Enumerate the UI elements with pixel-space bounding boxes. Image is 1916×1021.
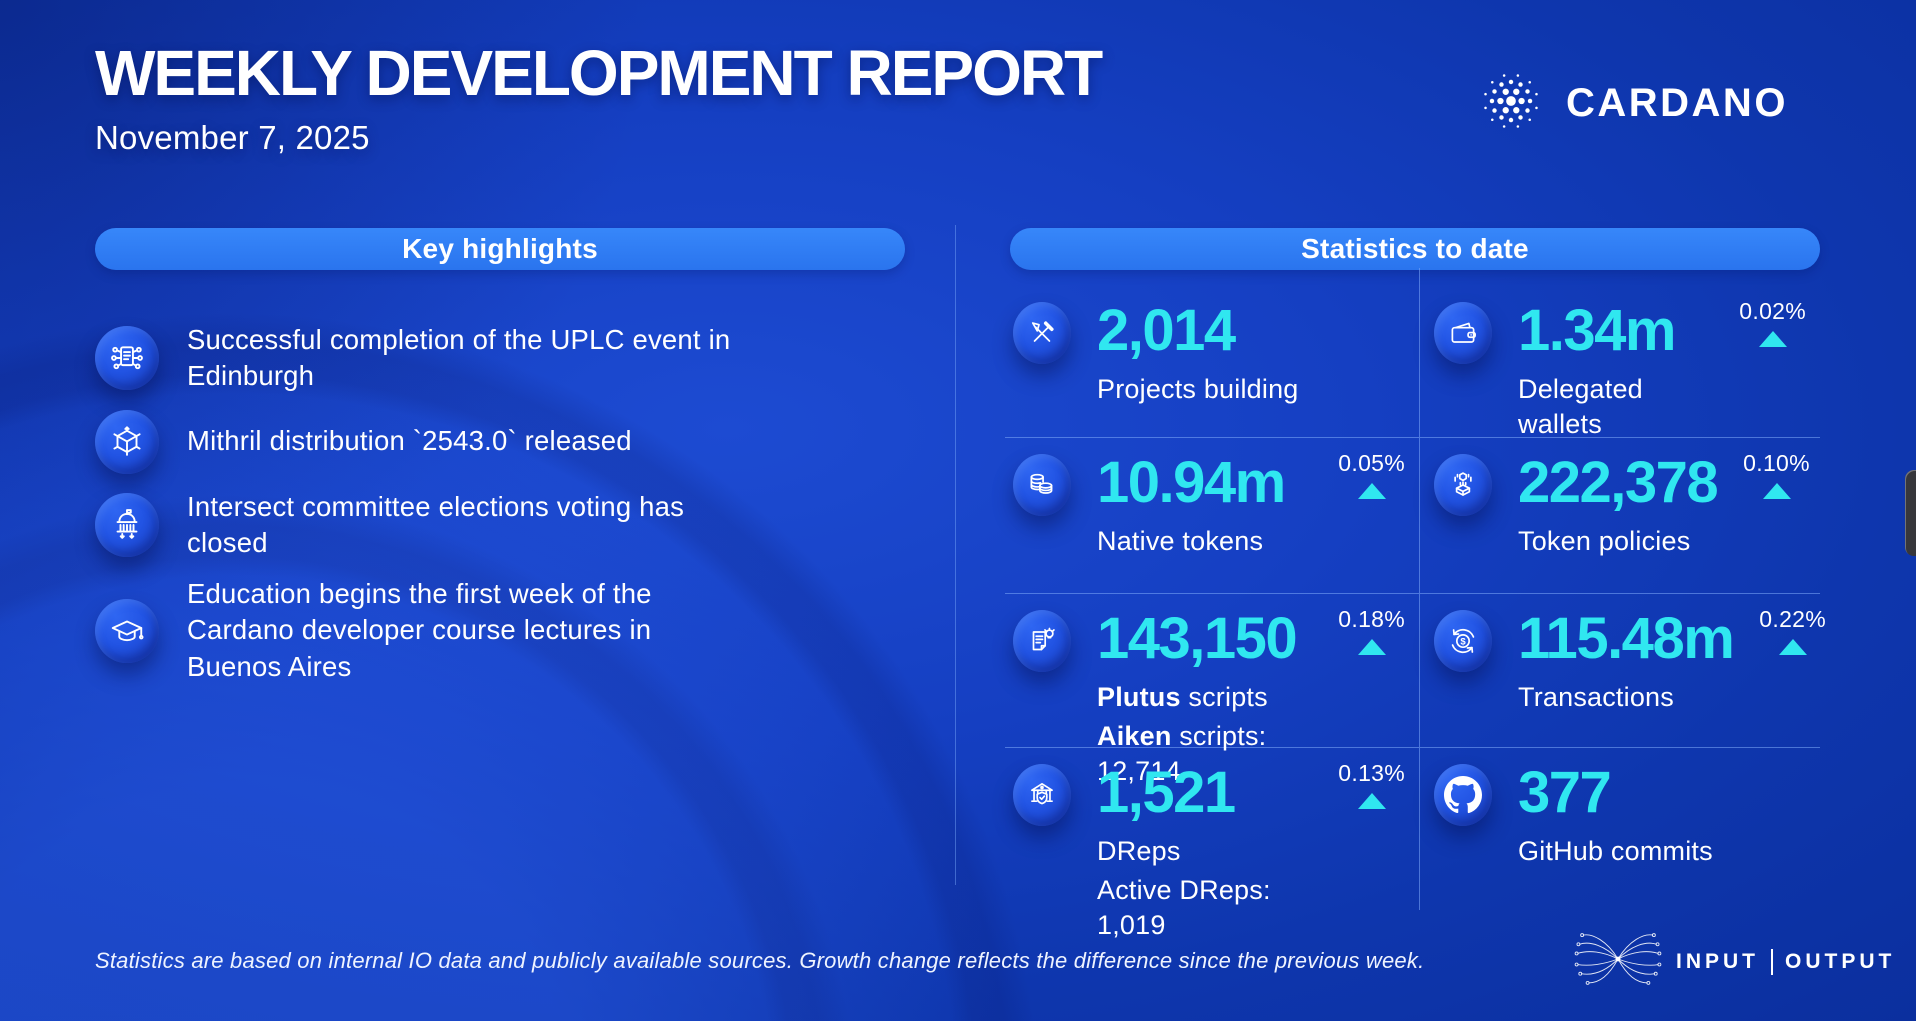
key-highlights-list: Successful completion of the UPLC event … (95, 322, 875, 685)
statistics-header: Statistics to date (1010, 228, 1820, 270)
io-separator (1771, 948, 1773, 975)
highlight-text: Mithril distribution `2543.0` released (187, 425, 632, 457)
wireframe-cube-icon (95, 409, 159, 474)
edge-overlay-sliver (1905, 470, 1916, 556)
stat-cell-token-policies: 222,378 Token policies 0.10% (1420, 438, 1820, 594)
highlight-text: Education begins the first week of the C… (187, 578, 652, 682)
stat-label: Plutus scripts (1097, 682, 1268, 712)
input-label: INPUT (1676, 949, 1759, 973)
script-document-icon (1013, 610, 1071, 672)
growth-percent: 0.13% (1338, 760, 1405, 786)
growth-indicator: 0.18% (1338, 606, 1411, 655)
list-item: Mithril distribution `2543.0` released (95, 409, 875, 474)
cardano-wordmark: CARDANO (1566, 81, 1788, 125)
government-building-icon (95, 492, 159, 557)
stat-value: 222,378 (1518, 450, 1719, 515)
growth-indicator: 0.10% (1743, 450, 1816, 499)
wallet-icon (1434, 302, 1492, 364)
highlight-text: Intersect committee elections voting has… (187, 490, 685, 558)
svg-text:$: $ (1460, 636, 1466, 647)
report-date: November 7, 2025 (95, 119, 370, 157)
stat-value: 2,014 (1097, 298, 1236, 363)
footer-note: Statistics are based on internal IO data… (95, 948, 1425, 973)
up-triangle-icon (1357, 793, 1386, 809)
stat-value: 115.48m (1518, 606, 1735, 671)
transactions-icon: $ (1434, 610, 1492, 672)
stat-value: 143,150 (1097, 606, 1298, 671)
cardano-logo: CARDANO (1474, 64, 1788, 143)
stat-value: 377 (1518, 760, 1612, 825)
growth-indicator: 0.22% (1759, 606, 1832, 655)
growth-percent: 0.18% (1338, 606, 1405, 632)
stat-label: GitHub commits (1518, 836, 1713, 866)
statistics-grid: 2,014 Projects building 1.34m Delegated … (1005, 268, 1826, 940)
bank-shield-icon (1013, 764, 1071, 826)
stat-label: Native tokens (1097, 526, 1264, 556)
up-triangle-icon (1357, 639, 1386, 655)
list-item: Intersect committee elections voting has… (95, 489, 875, 562)
growth-percent: 0.10% (1743, 450, 1810, 476)
coin-stack-icon (1013, 454, 1071, 516)
crossed-tools-icon (1013, 302, 1071, 364)
input-output-logo: INPUT OUTPUT (1572, 922, 1895, 1001)
stat-value: 1,521 (1097, 760, 1236, 825)
stat-cell-delegated-wallets: 1.34m Delegated wallets 0.02% (1420, 268, 1820, 439)
list-item: Education begins the first week of the C… (95, 576, 875, 685)
stat-label: Transactions (1518, 682, 1674, 712)
stat-cell-transactions: $ 115.48m Transactions 0.22% (1420, 594, 1826, 748)
stat-cell-native-tokens: 10.94m Native tokens 0.05% (1005, 438, 1420, 594)
document-circuit-icon (95, 326, 159, 391)
stat-sublabel: Aiken scripts: 12,714 (1097, 721, 1267, 787)
highlight-text: Successful completion of the UPLC event … (187, 324, 731, 392)
growth-indicator: 0.05% (1338, 450, 1411, 499)
stat-value: 10.94m (1097, 450, 1286, 515)
stat-label: Delegated wallets (1518, 374, 1643, 440)
stat-sublabel: Active DReps: 1,019 (1097, 875, 1271, 941)
up-triangle-icon (1357, 483, 1386, 499)
up-triangle-icon (1762, 483, 1791, 499)
graduation-cap-icon (95, 598, 159, 663)
growth-percent: 0.05% (1338, 450, 1405, 476)
up-triangle-icon (1758, 331, 1787, 347)
butterfly-icon (1572, 922, 1664, 1001)
output-label: OUTPUT (1785, 949, 1896, 973)
stat-cell-dreps: 1,521 DReps Active DReps: 1,019 0.13% (1005, 748, 1420, 940)
growth-indicator: 0.13% (1338, 760, 1411, 809)
stat-label: Token policies (1518, 526, 1691, 556)
github-icon (1434, 764, 1492, 826)
stat-label: Projects building (1097, 374, 1299, 404)
growth-percent: 0.22% (1759, 606, 1826, 632)
stat-cell-plutus-scripts: 143,150 Plutus scripts Aiken scripts: 12… (1005, 594, 1420, 786)
report-header: WEEKLY DEVELOPMENT REPORT November 7, 20… (95, 37, 1103, 157)
stat-cell-github-commits: 377 GitHub commits (1420, 748, 1820, 910)
token-policy-icon (1434, 454, 1492, 516)
up-triangle-icon (1778, 639, 1807, 655)
growth-indicator: 0.02% (1739, 298, 1812, 347)
section-divider (955, 225, 956, 885)
cardano-constellation-icon (1474, 64, 1548, 143)
page-title: WEEKLY DEVELOPMENT REPORT (95, 37, 1103, 109)
stat-label: DReps (1097, 836, 1181, 866)
stat-cell-projects-building: 2,014 Projects building (1005, 268, 1420, 438)
input-output-wordmark: INPUT OUTPUT (1676, 948, 1896, 975)
list-item: Successful completion of the UPLC event … (95, 322, 875, 395)
stat-value: 1.34m (1518, 298, 1676, 363)
key-highlights-header: Key highlights (95, 228, 905, 270)
growth-percent: 0.02% (1739, 298, 1806, 324)
